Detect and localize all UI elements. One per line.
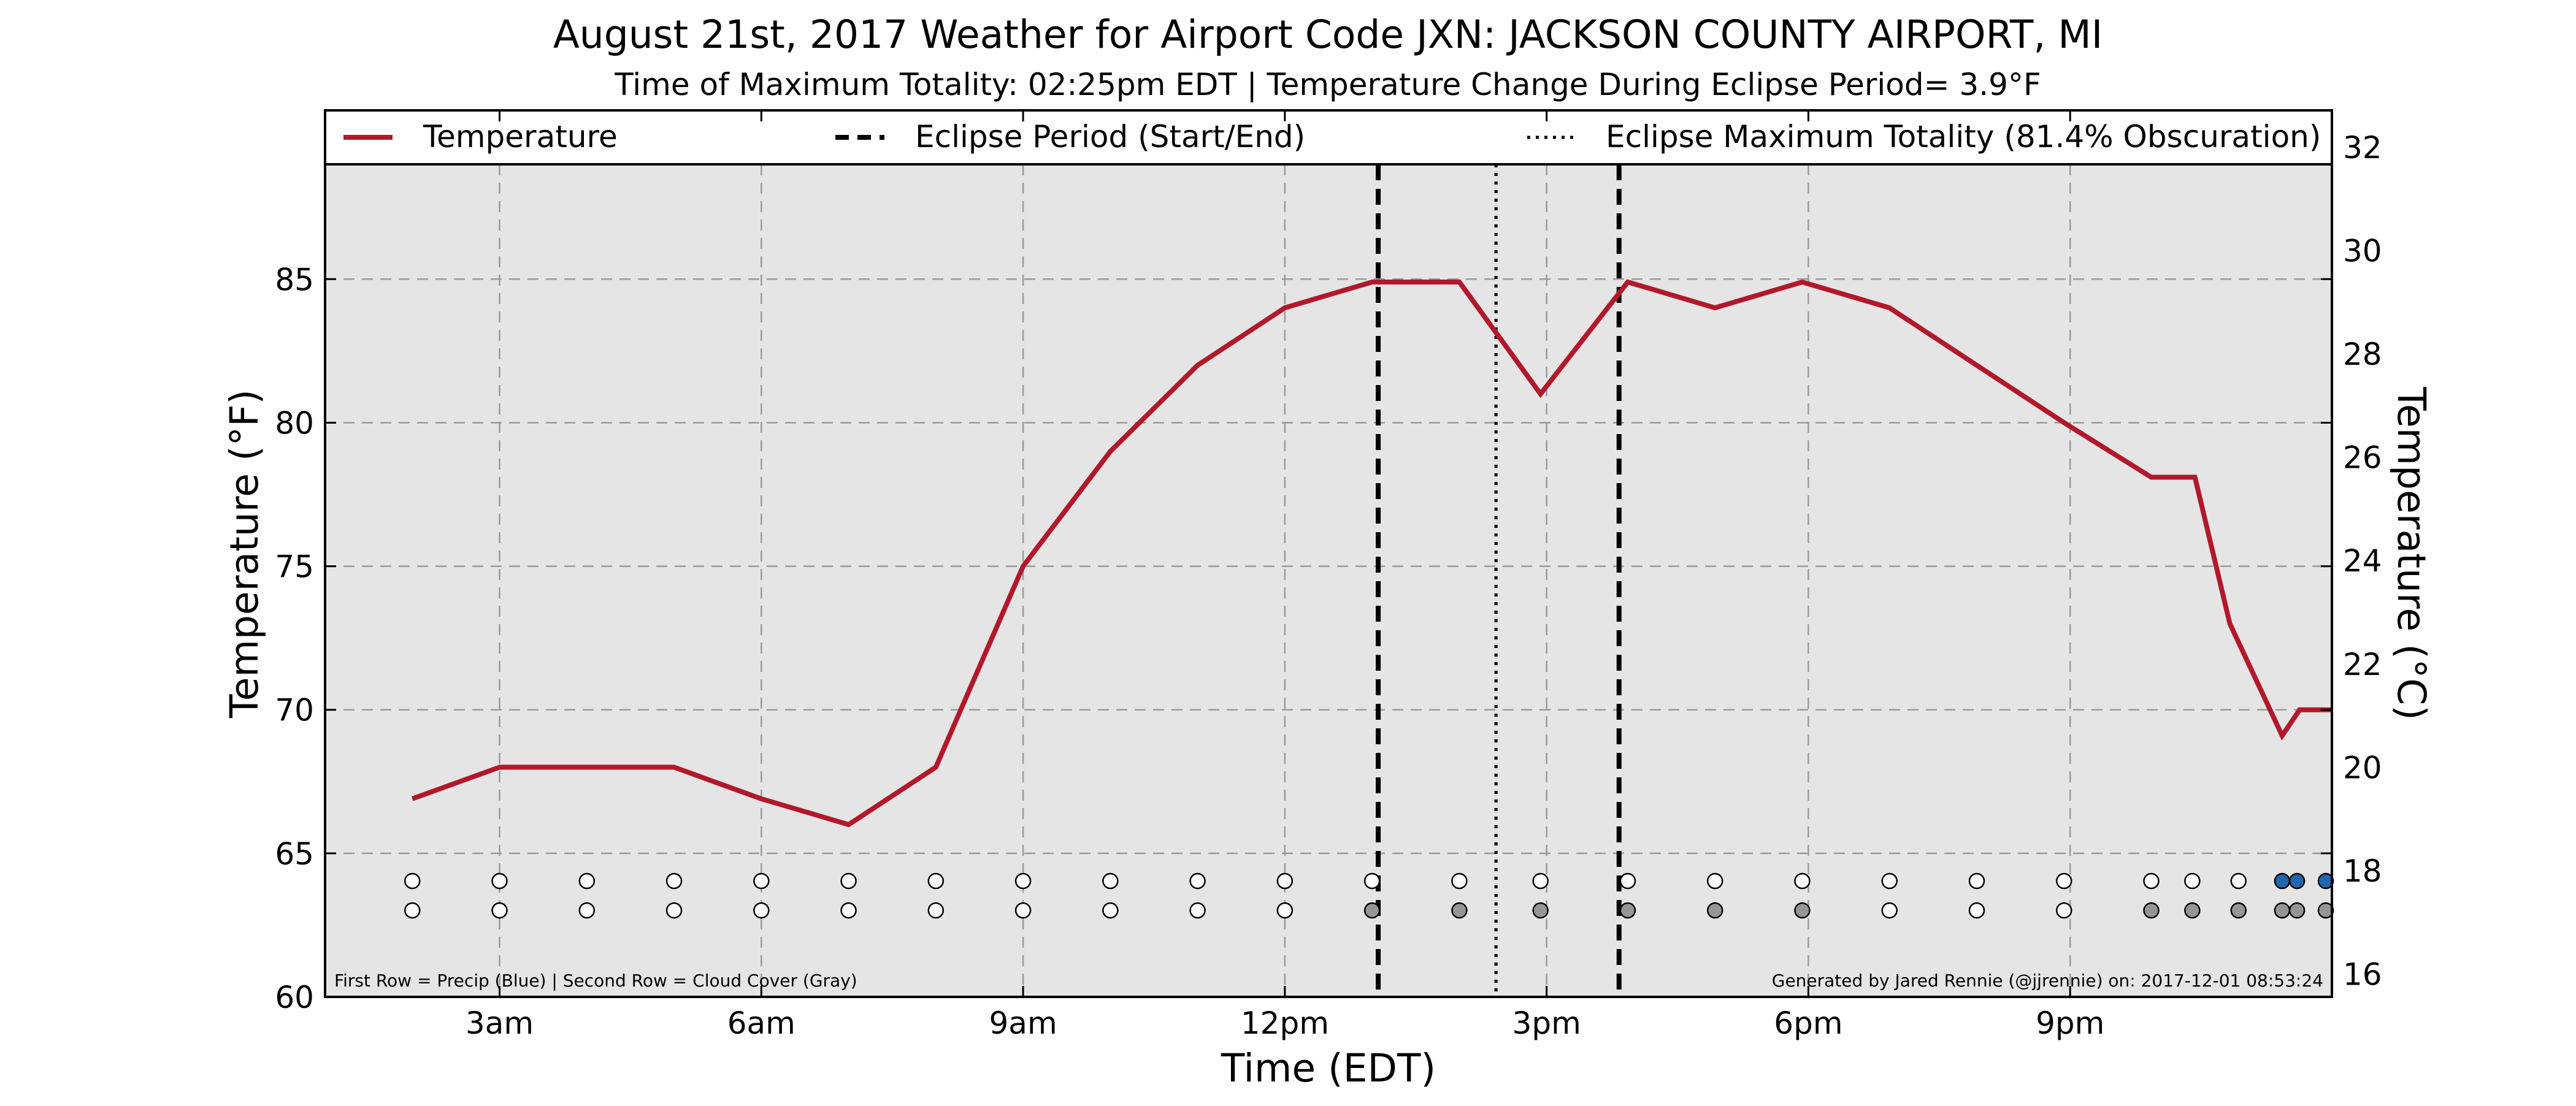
cloud-marker — [1014, 902, 1032, 919]
y-tick-label-left: 70 — [275, 693, 314, 728]
marker-caption: First Row = Precip (Blue) | Second Row =… — [334, 971, 857, 991]
axes: 60 65 70 75 80 85 16 18 20 22 24 26 28 30 32 3am 6am 9am 1… — [275, 110, 2382, 1041]
cloud-marker — [840, 902, 857, 919]
cloud-marker — [665, 902, 683, 919]
precip-marker — [2274, 872, 2291, 890]
weather-markers — [404, 872, 2334, 919]
credit-text: Generated by Jared Rennie (@jjrennie) on… — [1772, 971, 2323, 991]
cloud-marker — [1189, 902, 1206, 919]
precip-marker — [1881, 872, 1898, 890]
precip-marker — [404, 872, 421, 890]
chart-title: August 21st, 2017 Weather for Airport Co… — [553, 12, 2103, 57]
precip-marker — [1968, 872, 1985, 890]
precip-marker — [1276, 872, 1294, 890]
cloud-marker — [927, 902, 945, 919]
precip-marker — [1451, 872, 1468, 890]
precip-marker — [1794, 872, 1811, 890]
cloud-marker — [1102, 902, 1119, 919]
y-tick-label-left: 75 — [275, 549, 314, 585]
cloud-marker — [1363, 902, 1381, 919]
cloud-marker — [1619, 902, 1636, 919]
precip-marker — [2288, 872, 2306, 890]
x-tick-label: 6pm — [1774, 1005, 1842, 1041]
temperature-series — [411, 279, 2332, 828]
precip-marker — [1014, 872, 1032, 890]
precip-marker — [1706, 872, 1723, 890]
cloud-marker — [2317, 902, 2334, 919]
x-tick-label: 3am — [466, 1005, 534, 1041]
legend-label: Temperature — [423, 119, 618, 154]
cloud-marker — [1706, 902, 1723, 919]
cloud-marker — [2288, 902, 2306, 919]
y-tick-label-left: 65 — [275, 836, 314, 872]
precip-marker — [1619, 872, 1636, 890]
y-tick-label-right: 28 — [2343, 337, 2382, 372]
cloud-marker — [1968, 902, 1985, 919]
y-tick-label-left: 60 — [275, 980, 314, 1015]
y-tick-label-right: 18 — [2343, 853, 2382, 889]
y-tick-label-right: 32 — [2343, 130, 2382, 166]
cloud-marker — [2184, 902, 2201, 919]
precip-marker — [2184, 872, 2201, 890]
x-axis-label: Time (EDT) — [1221, 1046, 1436, 1091]
legend — [324, 109, 2333, 166]
y-tick-label-right: 22 — [2343, 647, 2382, 682]
x-tick-label: 12pm — [1241, 1005, 1329, 1041]
precip-marker — [1532, 872, 1549, 890]
precip-marker — [665, 872, 683, 890]
legend-label: Eclipse Period (Start/End) — [915, 119, 1305, 154]
grid-lines — [325, 164, 2332, 997]
precip-marker — [753, 872, 770, 890]
x-tick-label: 9pm — [2036, 1005, 2104, 1041]
temperature-line — [411, 279, 2332, 828]
precip-marker — [578, 872, 596, 890]
y-tick-label-right: 16 — [2343, 957, 2382, 993]
precip-marker — [1363, 872, 1381, 890]
y-tick-label-right: 26 — [2343, 440, 2382, 476]
plot-frame — [324, 109, 2333, 998]
cloud-marker — [1532, 902, 1549, 919]
precip-marker — [840, 872, 857, 890]
cloud-marker — [2274, 902, 2291, 919]
cloud-marker — [753, 902, 770, 919]
cloud-marker — [2143, 902, 2160, 919]
eclipse-lines — [1376, 164, 1622, 997]
y-tick-label-right: 30 — [2343, 233, 2382, 269]
y-axis-label-left: Temperature (°F) — [222, 389, 267, 719]
cloud-marker — [1794, 902, 1811, 919]
cloud-marker — [1451, 902, 1468, 919]
precip-marker — [1189, 872, 1206, 890]
precip-marker — [2056, 872, 2072, 890]
x-tick-label: 3pm — [1512, 1005, 1581, 1041]
cloud-marker — [578, 902, 596, 919]
y-tick-label-right: 24 — [2343, 543, 2382, 579]
y-tick-label-left: 80 — [275, 405, 314, 441]
precip-marker — [1102, 872, 1119, 890]
cloud-marker — [491, 902, 508, 919]
precip-marker — [491, 872, 508, 890]
cloud-marker — [1881, 902, 1898, 919]
x-tick-label: 9am — [989, 1005, 1057, 1041]
cloud-marker — [2230, 902, 2247, 919]
legend-label: Eclipse Maximum Totality (81.4% Obscurat… — [1606, 119, 2321, 154]
cloud-marker — [1276, 902, 1294, 919]
cloud-marker — [404, 902, 421, 919]
y-axis-label-right: Temperature (°C) — [2389, 386, 2434, 720]
cloud-marker — [2056, 902, 2072, 919]
x-tick-label: 6am — [727, 1005, 795, 1041]
legend-items: Temperature Eclipse Period (Start/End) Ecl… — [343, 119, 2321, 154]
plot-background — [325, 164, 2332, 997]
precip-marker — [2143, 872, 2160, 890]
precip-marker — [927, 872, 945, 890]
y-tick-label-right: 20 — [2343, 750, 2382, 785]
y-tick-label-left: 85 — [275, 262, 314, 297]
precip-marker — [2230, 872, 2247, 890]
precip-marker — [2317, 872, 2334, 890]
chart-subtitle: Time of Maximum Totality: 02:25pm EDT | … — [614, 67, 2041, 102]
